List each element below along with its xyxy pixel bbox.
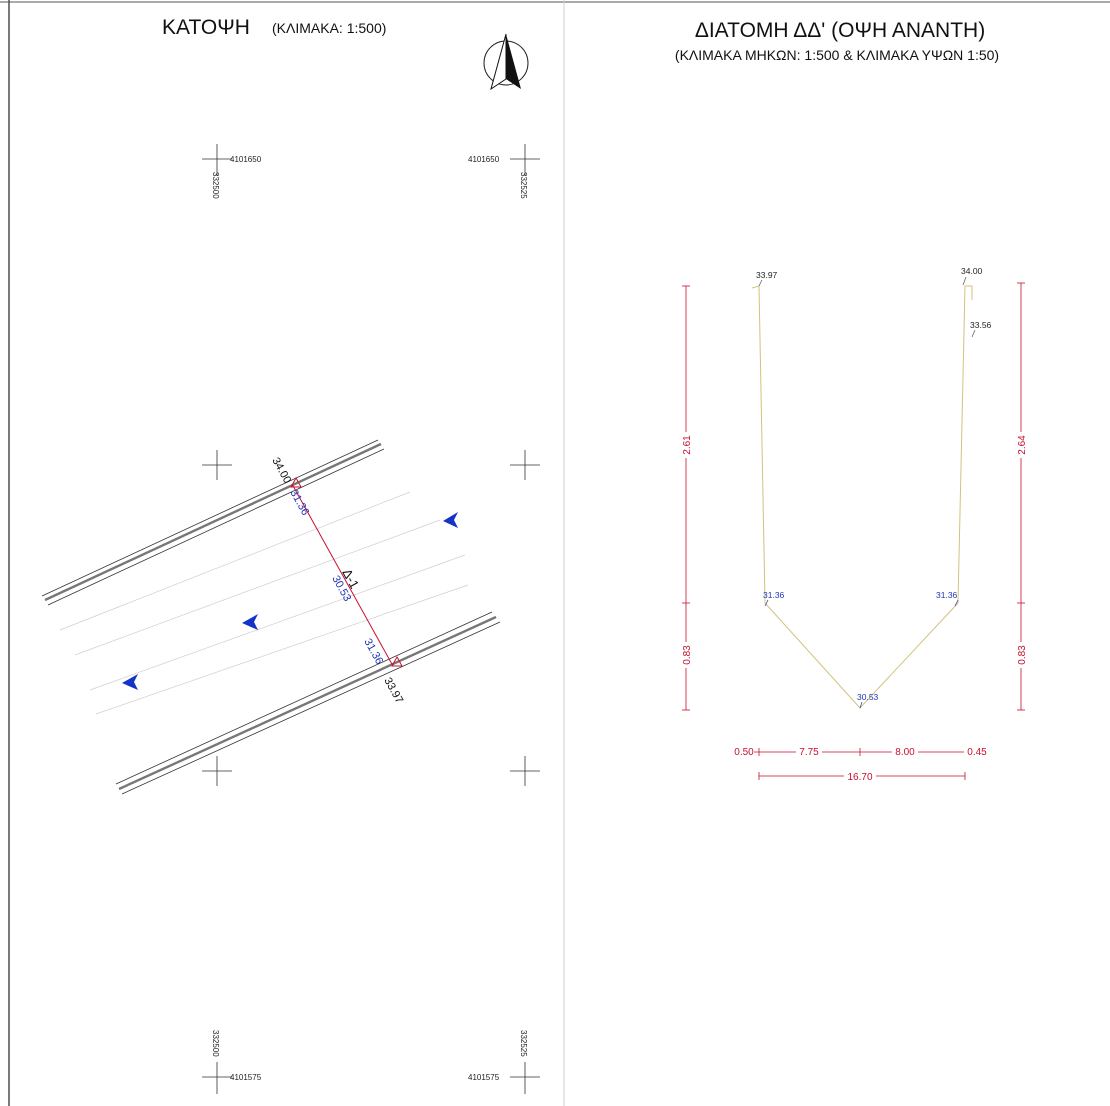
grid-crosses [202,144,540,1094]
right-height-dimension [1017,282,1025,711]
left-height-dimension [682,285,690,711]
height-right-lower: 0.83 [1017,645,1028,665]
section-subtitle: (ΚΛΙΜΑΚΑ ΜΗΚΩΝ: 1:500 & ΚΛΙΜΑΚΑ ΥΨΩΝ 1:5… [675,47,999,63]
width-total: 16.70 [847,772,872,783]
plan-elev-bottom-bed: 31.36 [361,637,385,667]
coord-north-top-left: 4101650 [230,155,262,164]
flow-arrows [122,512,458,690]
elevation-pointer-icons [758,276,976,338]
elevation-pointer-blue-icons [764,599,959,709]
height-right-upper: 2.64 [1017,435,1028,455]
width-w4: 0.45 [967,747,987,758]
coord-north-bottom-left: 4101575 [230,1073,262,1082]
plan-elev-top-bank: 34.00 [269,456,293,486]
height-left-lower: 0.83 [682,645,693,665]
section-panel: ΔΙΑΤΟΜΗ ΔΔ' (ΟΨΗ ΑΝΑΝΤΗ) (ΚΛΙΜΑΚΑ ΜΗΚΩΝ:… [675,19,1028,783]
width-dimension-row [751,748,973,756]
sec-elev-right-bottom: 31.36 [936,590,958,600]
sec-elev-left-top: 33.97 [756,270,778,280]
width-w3: 8.00 [895,747,915,758]
section-profile [751,285,973,709]
north-arrow-icon [483,33,529,91]
section-title: ΔΙΑΤΟΜΗ ΔΔ' (ΟΨΗ ΑΝΑΝΤΗ) [695,19,985,42]
sec-elev-bed: 30.53 [857,692,879,702]
width-w1: 0.50 [734,747,754,758]
coord-north-bottom-right: 4101575 [468,1073,500,1082]
plan-title: ΚΑΤΟΨΗ [162,16,250,39]
width-w2: 7.75 [799,747,819,758]
flow-arrow-icon [443,512,458,528]
plan-elev-bottom-bank: 33.97 [381,676,405,706]
sec-elev-left-bottom: 31.36 [763,590,785,600]
coord-east-top-right: 332525 [519,172,528,199]
section-marker-top-icon [290,476,302,488]
coord-east-bottom-right: 332525 [519,1030,528,1057]
coord-north-top-right: 4101650 [468,155,500,164]
coord-east-top-left: 332500 [211,172,220,199]
height-left-upper: 2.61 [682,435,693,455]
plan-panel: ΚΑΤΟΨΗ (ΚΛΙΜΑΚΑ: 1:500) 4101650 4101650 … [41,16,540,1094]
channel-lower-bank [115,611,501,795]
section-line [291,483,394,667]
sec-elev-right-step: 33.56 [970,320,992,330]
section-marker-bottom-icon [391,655,403,667]
channel-bed-lines [59,491,469,715]
sec-elev-right-top: 34.00 [961,266,983,276]
flow-arrow-icon [122,674,138,690]
plan-elev-top-bed: 31.36 [287,488,311,518]
coord-east-bottom-left: 332500 [211,1030,220,1057]
plan-scale: (ΚΛΙΜΑΚΑ: 1:500) [272,20,386,36]
channel-upper-bank [41,439,385,606]
flow-arrow-icon [242,614,258,630]
